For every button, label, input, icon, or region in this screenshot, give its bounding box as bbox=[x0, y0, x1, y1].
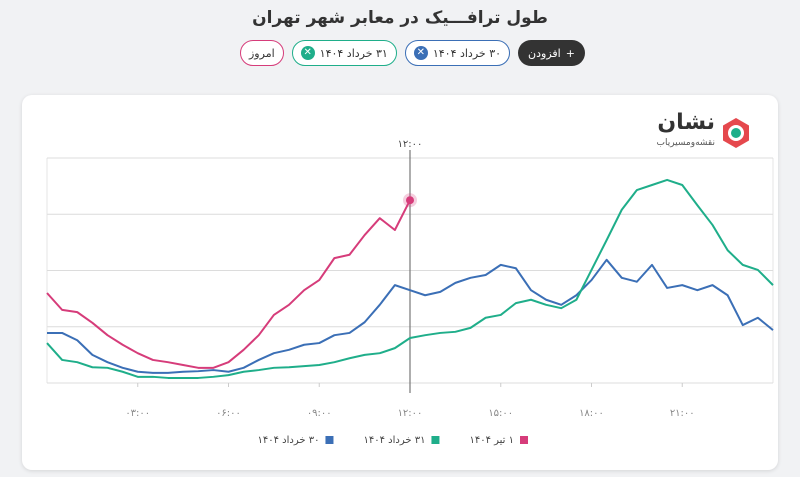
series-line bbox=[46, 178, 774, 379]
chip-label: ۳۰ خرداد ۱۴۰۴ bbox=[432, 46, 502, 60]
add-label: افزودن bbox=[528, 46, 561, 60]
x-tick-label: ۰۹:۰۰ bbox=[307, 408, 332, 419]
x-tick-label: ۰۶:۰۰ bbox=[216, 408, 241, 419]
x-tick-label: ۲۱:۰۰ bbox=[670, 408, 695, 419]
filter-chip[interactable]: ۳۱ خرداد ۱۴۰۴ ✕ bbox=[291, 40, 397, 66]
cursor-label: ۱۲:۰۰ bbox=[398, 139, 423, 150]
chip-bar: امروز ۳۱ خرداد ۱۴۰۴ ✕ ۳۰ خرداد ۱۴۰۴ ✕ + افزودن bbox=[240, 40, 585, 66]
filter-chip[interactable]: امروز bbox=[240, 40, 284, 66]
x-tick-label: ۰۳:۰۰ bbox=[125, 408, 150, 419]
legend-label: ۳۰ خرداد ۱۴۰۴ bbox=[257, 435, 319, 446]
brand-logo bbox=[723, 118, 749, 148]
legend-label: ۱ تیر ۱۴۰۴ bbox=[469, 435, 514, 446]
series-line bbox=[47, 258, 774, 374]
chip-remove[interactable]: ✕ bbox=[413, 46, 428, 60]
legend-item: ۱ تیر ۱۴۰۴ bbox=[469, 435, 528, 446]
brand-tagline: نقشه‌و‌مسیریاب bbox=[656, 138, 715, 148]
brand: نشان نقشه‌و‌مسیریاب bbox=[645, 110, 757, 154]
legend-label: ۳۱ خرداد ۱۴۰۴ bbox=[363, 435, 425, 446]
chip-remove[interactable]: ✕ bbox=[300, 46, 315, 60]
legend-swatch bbox=[520, 436, 528, 444]
series-line bbox=[46, 199, 411, 369]
x-tick-label: ۱۵:۰۰ bbox=[488, 408, 513, 419]
add-button[interactable]: + افزودن bbox=[518, 40, 585, 66]
brand-name: نشان bbox=[657, 110, 715, 135]
chip-label: ۳۱ خرداد ۱۴۰۴ bbox=[319, 46, 388, 60]
add-icon: + bbox=[565, 46, 575, 60]
end-dot bbox=[406, 196, 414, 205]
x-tick-label: ۱۲:۰۰ bbox=[398, 408, 423, 419]
legend-swatch bbox=[431, 436, 440, 444]
legend-item: ۳۱ خرداد ۱۴۰۴ bbox=[363, 435, 440, 446]
page-title: طول ترافـــیک در معابر شهر تهران bbox=[252, 8, 548, 28]
legend-item: ۳۰ خرداد ۱۴۰۴ bbox=[257, 435, 334, 446]
x-tick-label: ۱۸:۰۰ bbox=[579, 408, 604, 419]
chip-label: امروز bbox=[249, 46, 275, 60]
filter-chip[interactable]: ۳۰ خرداد ۱۴۰۴ ✕ bbox=[404, 40, 511, 66]
legend-swatch bbox=[325, 436, 334, 444]
